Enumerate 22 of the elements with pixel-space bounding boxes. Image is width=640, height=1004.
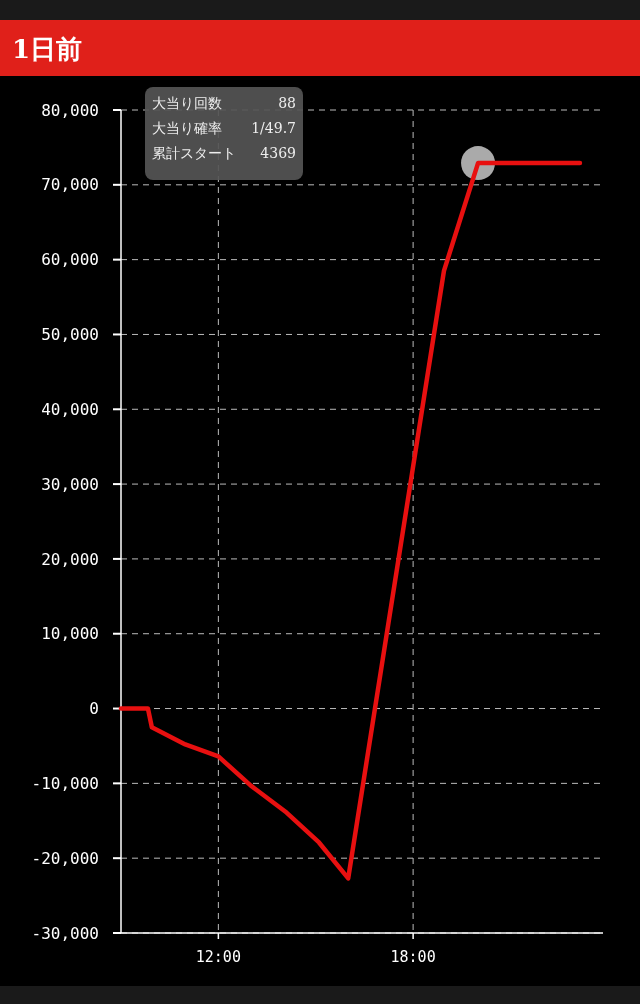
- y-tick-label: 40,000: [41, 399, 99, 419]
- y-tick-label: -30,000: [31, 923, 99, 943]
- y-tick-label: 80,000: [41, 100, 99, 120]
- y-tick-label: -10,000: [31, 773, 99, 793]
- y-tick-label: 10,000: [41, 624, 99, 644]
- y-tick-label: 50,000: [41, 325, 99, 345]
- y-tick-label: 0: [89, 699, 99, 719]
- x-tick-label: 18:00: [390, 948, 436, 966]
- annotation: 1/49.7: [251, 120, 296, 136]
- y-tick-label: -20,000: [31, 848, 99, 868]
- annotation: 大当り回数: [152, 95, 222, 111]
- annotation: 累計スタート: [152, 145, 236, 161]
- y-tick-label: 20,000: [41, 549, 99, 569]
- chart-title: 1日前: [12, 34, 83, 64]
- y-tick-label: 60,000: [41, 250, 99, 270]
- annotation: 4369: [260, 145, 296, 161]
- x-tick-label: 12:00: [195, 948, 241, 966]
- annotation: 88: [278, 95, 296, 111]
- y-tick-label: 70,000: [41, 175, 99, 195]
- annotation: 大当り確率: [152, 120, 222, 136]
- y-tick-label: 30,000: [41, 474, 99, 494]
- line-series: [118, 160, 583, 881]
